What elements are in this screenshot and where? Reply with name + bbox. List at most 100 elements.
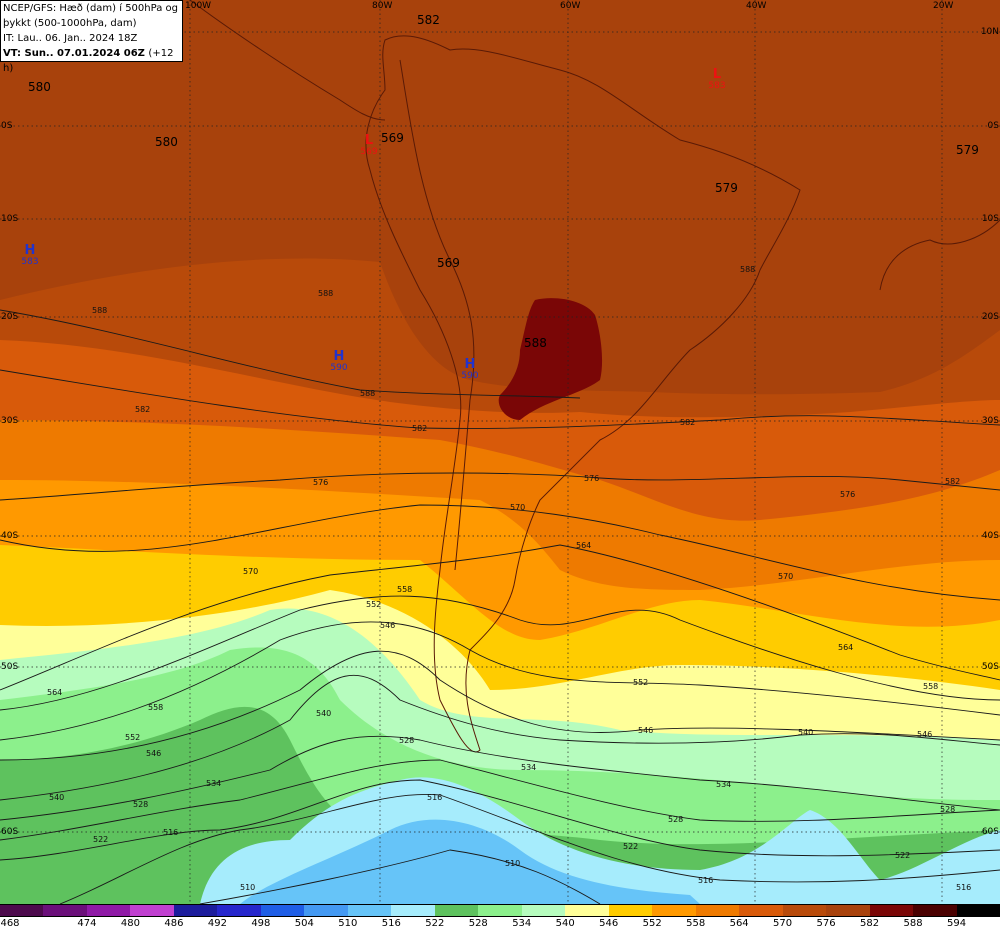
lat-label: 50S [981,662,999,672]
central-america-coastline [189,0,386,121]
low-pressure-marker: L 583 [705,68,729,91]
lat-label: 30S [1,416,19,426]
south-america-coastline [365,35,801,753]
contour-label: 522 [623,842,638,851]
contour-label: 582 [945,477,960,486]
weather-map: 588 588 588 588 582 582 582 582 576 576 … [0,0,1000,904]
lat-label: 30S [981,416,999,426]
legend-value: 480 [120,918,140,929]
thickness-fill-bands [0,0,1000,904]
legend-value: 534 [512,918,532,929]
height-value-label: 579 [715,181,738,195]
contour-label: 570 [243,567,258,576]
legend-swatch [217,905,261,916]
legend-swatch [130,905,174,916]
contour-label: 528 [133,800,148,809]
legend-value: 588 [903,918,923,929]
model-title: NCEP/GFS: Hæð (dam) í 500hPa og [3,3,178,14]
legend-swatch [608,905,653,916]
lat-label: 60S [1,827,19,837]
legend-swatch [826,905,870,916]
contour-label: 516 [956,883,971,892]
contour-540 [0,675,1000,801]
contour-522 [0,779,1000,861]
legend-swatch [652,905,696,916]
low-symbol: L [712,67,722,82]
contour-label: 540 [316,709,331,718]
contour-528 [0,759,1000,841]
legend-swatch [739,905,783,916]
high-pressure-marker: H 590 [458,358,482,381]
lat-label: 0S [987,121,999,131]
contour-label: 546 [917,730,932,739]
lat-label: 10N [980,27,999,37]
africa-coastline [879,219,1000,291]
lat-label: 50S [1,662,19,672]
legend-swatch [956,905,1000,916]
lon-label: 100W [185,1,212,11]
high-value: 583 [21,257,39,267]
contour-label: 576 [584,474,599,483]
contour-label: 546 [146,749,161,758]
contour-label: 564 [576,541,591,550]
height-value-label: 580 [155,135,178,149]
low-value: 569 [360,147,378,157]
color-legend: 468 474 480 486 492 498 504 510 516 522 528 534 540 5… [0,904,1000,934]
legend-value: 516 [381,918,401,929]
contour-label: 582 [680,418,695,427]
coastlines [189,0,1000,753]
init-time: IT: Lau.. 06. Jan.. 2024 18Z [3,33,138,44]
legend-value: 504 [294,918,314,929]
height-value-label: 582 [417,13,440,27]
legend-swatch [565,905,609,916]
contour-label: 522 [93,835,108,844]
contour-label: 564 [838,643,853,652]
contour-label: 510 [505,859,520,868]
lat-label: 20S [1,312,19,322]
legend-swatch [347,905,392,916]
valid-time: VT: Sun.. 07.01.2024 06Z (+12 h) [3,46,180,76]
contour-label: 558 [923,682,938,691]
legend-swatch [478,905,522,916]
height-contours [0,309,1000,904]
high-value: 590 [461,371,479,381]
legend-value: 486 [164,918,184,929]
legend-value: 594 [946,918,967,929]
high-symbol: H [464,357,476,372]
legend-value: 528 [468,918,488,929]
low-symbol: L [364,133,374,148]
contour-label: 534 [521,763,536,772]
legend-swatch [391,905,435,916]
legend-value: 510 [338,918,358,929]
height-value-label: 569 [437,256,460,270]
legend-value: 498 [251,918,271,929]
legend-value: 582 [860,918,880,929]
forecast-info-box: NCEP/GFS: Hæð (dam) í 500hPa og þykkt (5… [0,0,183,74]
map-canvas: 588 588 588 588 582 582 582 582 576 576 … [0,0,1000,904]
contour-516 [59,794,1000,904]
contour-label: 522 [895,851,910,860]
high-pressure-marker: H 583 [18,244,42,267]
contour-label: 528 [940,805,955,814]
legend-value: 564 [729,918,749,929]
legend-swatch [260,905,305,916]
contour-558 [0,595,1000,711]
legend-value: 540 [555,918,575,929]
height-value-label: 580 [28,80,51,94]
lat-label: 40S [981,531,999,541]
contour-576 [0,472,1000,501]
legend-swatch [86,905,131,916]
legend-color-bar [0,904,1000,917]
contour-label: 546 [380,621,395,630]
high-pressure-marker: H 590 [327,350,351,373]
lon-label: 80W [372,1,393,11]
contour-label: 588 [92,306,107,315]
contour-label: 576 [840,490,855,499]
contour-552 [0,621,1000,741]
lon-label: 20W [933,1,954,11]
legend-value: 468 [0,918,20,929]
band-588-max [498,298,603,420]
contour-588 [0,309,581,399]
contour-label: 540 [798,728,813,737]
contour-label: 552 [125,733,140,742]
